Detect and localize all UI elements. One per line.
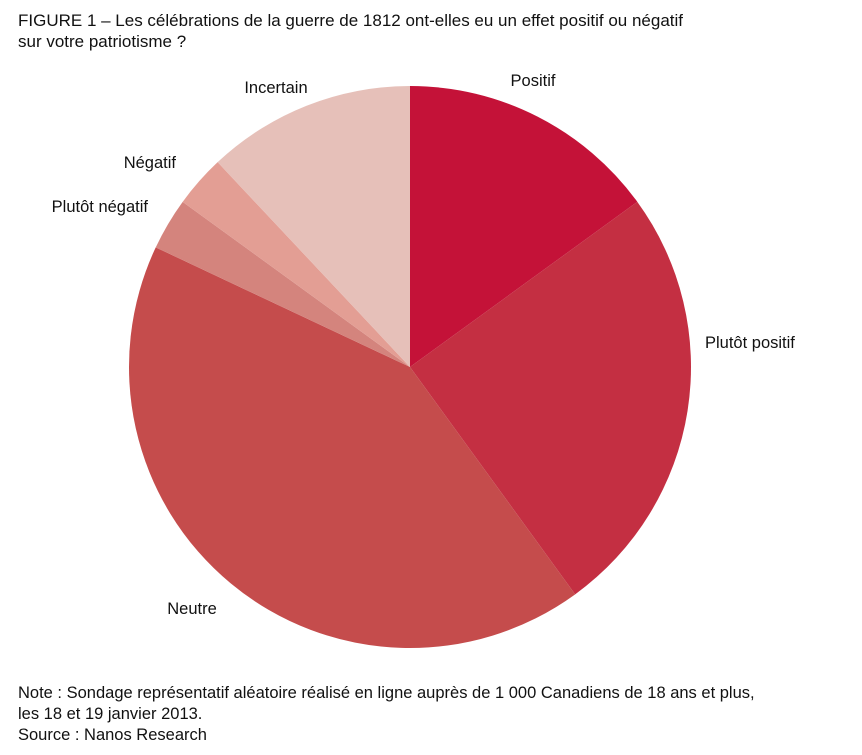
pie-slices: [128, 86, 691, 648]
pie-slice-plutôt-négatif: [155, 201, 410, 367]
source-line: Source : Nanos Research: [18, 726, 207, 744]
pie-label-positif: Positif: [511, 72, 556, 90]
pie-slice-positif: [410, 86, 638, 367]
chart-title-line-2: sur votre patriotisme ?: [18, 32, 187, 51]
chart-footnote: Note : Sondage représentatif aléatoire r…: [18, 683, 848, 746]
pie-slice-négatif: [182, 162, 410, 367]
chart-title: FIGURE 1 – Les célébrations de la guerre…: [18, 10, 778, 52]
chart-title-line-1: FIGURE 1 – Les célébrations de la guerre…: [18, 11, 683, 30]
pie-label-négatif: Négatif: [124, 154, 177, 172]
pie-slice-neutre: [128, 247, 576, 648]
pie-label-incertain: Incertain: [244, 79, 307, 97]
pie-labels: Positif Plutôt positif Neutre Plutôt négati…: [52, 72, 796, 618]
note-line-1: Note : Sondage représentatif aléatoire r…: [18, 684, 755, 702]
pie-label-plutôt-négatif: Plutôt négatif: [52, 198, 149, 216]
note-line-2: les 18 et 19 janvier 2013.: [18, 705, 203, 723]
pie-label-plutôt-positif: Plutôt positif: [705, 334, 795, 352]
pie-slice-plutôt-positif: [410, 201, 691, 595]
pie-slice-incertain: [217, 86, 410, 367]
pie-label-neutre: Neutre: [167, 600, 217, 618]
